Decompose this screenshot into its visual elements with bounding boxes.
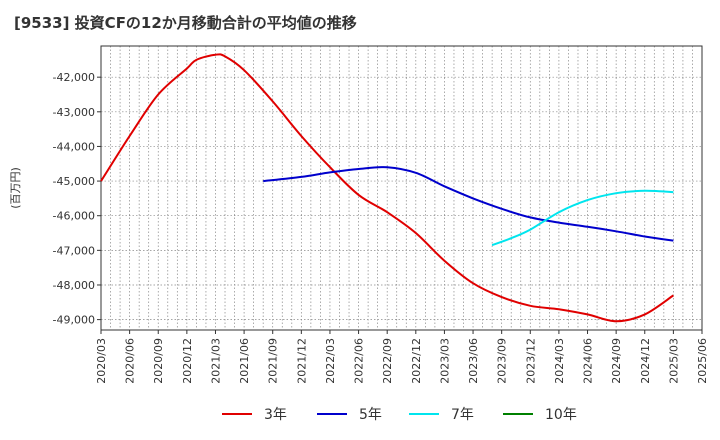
x-tick-label: 2020/12 (181, 338, 194, 384)
y-tick-label: -47,000 (53, 244, 95, 257)
y-axis-ticks: -42,000 -43,000 -44,000 -45,000 -46,000 -47,0… (53, 71, 101, 327)
x-tick-label: 2020/09 (152, 338, 165, 384)
series-line-1 (263, 166, 674, 242)
legend-label: 10年 (545, 407, 577, 423)
x-tick-label: 2025/03 (667, 338, 680, 384)
series-line-0 (100, 53, 674, 323)
y-tick-label: -43,000 (53, 106, 95, 119)
plot-frame (100, 45, 703, 331)
y-tick-label: -44,000 (53, 140, 95, 153)
x-tick-label: 2022/03 (324, 338, 337, 384)
x-tick-label: 2020/06 (124, 338, 137, 384)
x-tick-label: 2022/12 (410, 338, 423, 384)
x-tick-label: 2023/09 (496, 338, 509, 384)
chart-title: [9533] 投資CFの12か月移動合計の平均値の推移 (14, 14, 357, 32)
y-tick-label: -45,000 (53, 175, 95, 188)
y-axis-title: (百万円) (9, 167, 22, 209)
x-tick-label: 2024/09 (610, 338, 623, 384)
y-tick-label: -48,000 (53, 279, 95, 292)
grid (101, 46, 702, 330)
legend-label: 7年 (451, 407, 474, 423)
legend-label: 5年 (359, 407, 382, 423)
x-tick-label: 2024/12 (639, 338, 652, 384)
x-tick-label: 2021/03 (209, 338, 222, 384)
x-tick-label: 2024/06 (582, 338, 595, 384)
x-tick-label: 2020/03 (95, 338, 108, 384)
x-tick-label: 2024/03 (553, 338, 566, 384)
series-line-2 (491, 189, 674, 247)
x-tick-label: 2021/09 (267, 338, 280, 384)
x-tick-label: 2022/06 (353, 338, 366, 384)
x-tick-label: 2023/03 (438, 338, 451, 384)
x-axis-ticks: 2020/03 2020/06 2020/09 2020/12 2021/03 2021/… (95, 330, 709, 384)
x-tick-label: 2022/09 (381, 338, 394, 384)
legend: 3年 5年 7年 10年 (222, 407, 577, 423)
y-tick-label: -49,000 (53, 314, 95, 327)
x-tick-label: 2023/12 (524, 338, 537, 384)
legend-label: 3年 (264, 407, 287, 423)
y-tick-label: -46,000 (53, 210, 95, 223)
x-tick-label: 2023/06 (467, 338, 480, 384)
x-tick-label: 2021/06 (238, 338, 251, 384)
x-tick-label: 2025/06 (696, 338, 709, 384)
x-tick-label: 2021/12 (295, 338, 308, 384)
y-tick-label: -42,000 (53, 71, 95, 84)
